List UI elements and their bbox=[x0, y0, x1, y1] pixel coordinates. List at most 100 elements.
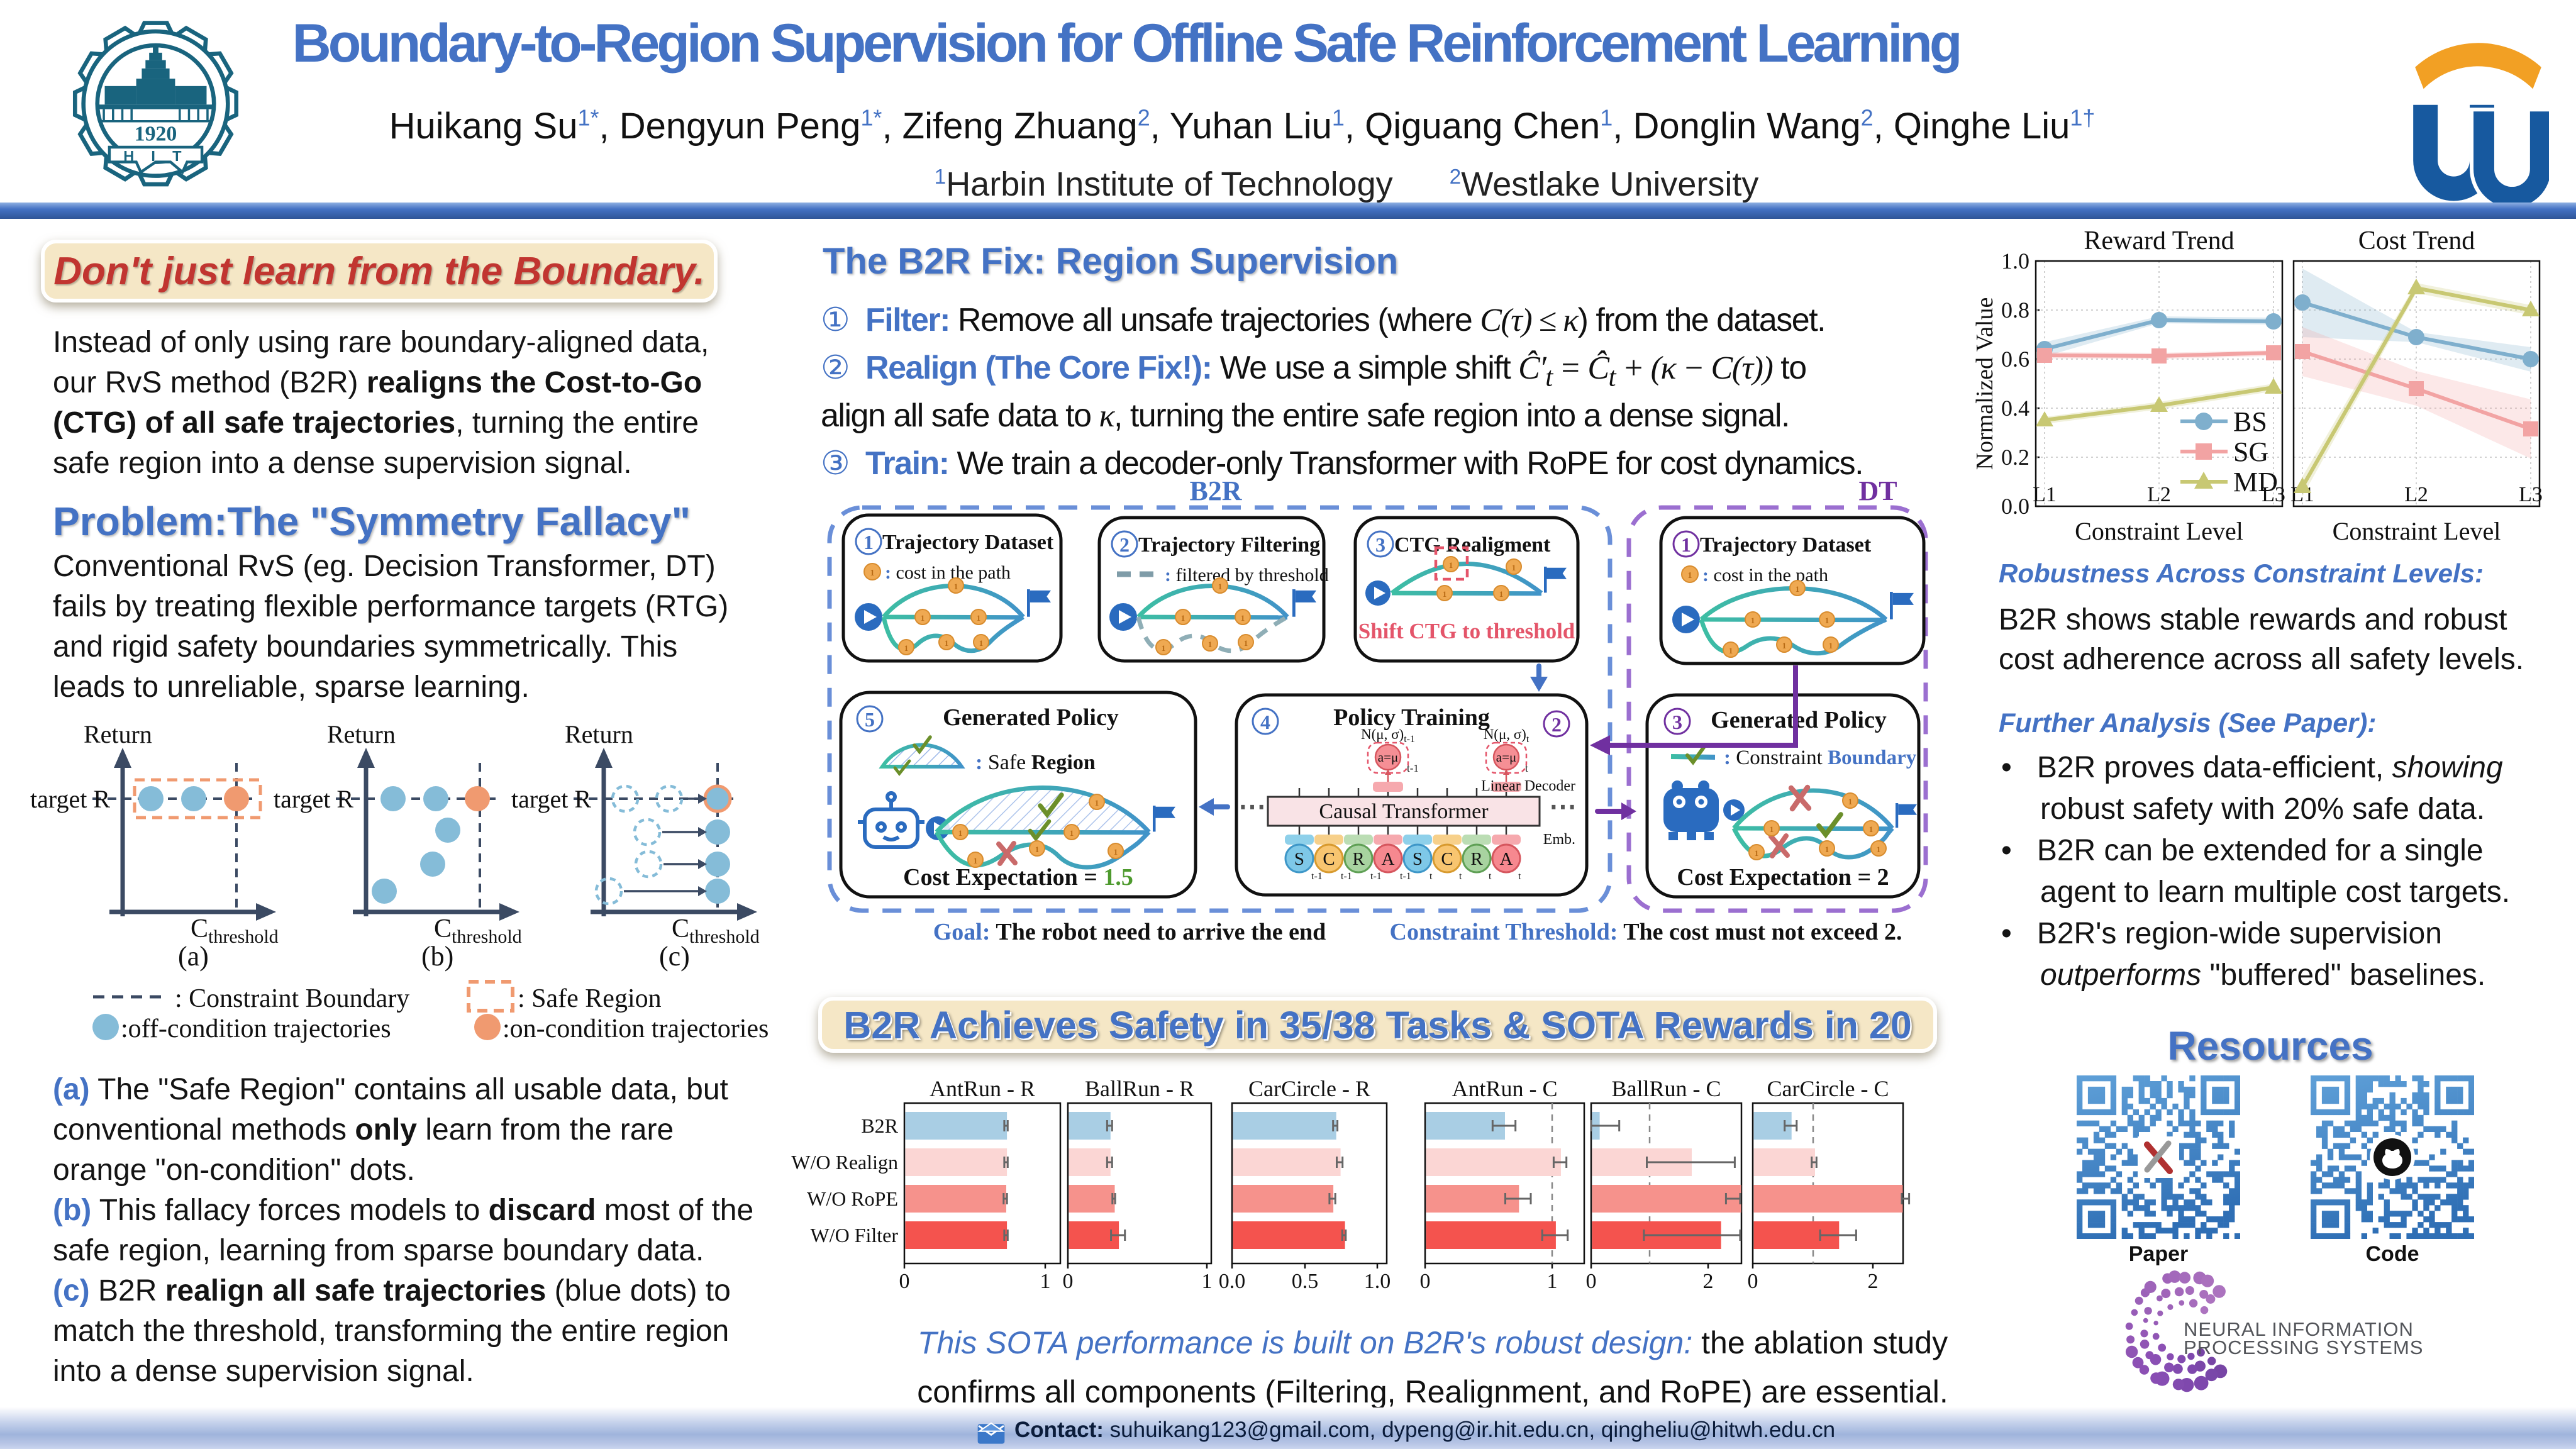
svg-text:Trajectory Filtering: Trajectory Filtering bbox=[1138, 533, 1320, 557]
svg-text:BS: BS bbox=[2233, 406, 2267, 437]
svg-text:1: 1 bbox=[921, 613, 925, 623]
svg-text:W/O Realign: W/O Realign bbox=[791, 1151, 898, 1174]
svg-text:Shift CTG to threshold: Shift CTG to threshold bbox=[1358, 619, 1575, 643]
svg-text:B2R: B2R bbox=[1189, 475, 1242, 506]
svg-text:0.5: 0.5 bbox=[1292, 1270, 1319, 1291]
svg-text:target R: target R bbox=[274, 785, 353, 813]
svg-text:3: 3 bbox=[1672, 711, 1682, 733]
svg-text:AntRun - R: AntRun - R bbox=[930, 1077, 1035, 1101]
svg-text:1: 1 bbox=[1218, 582, 1223, 591]
svg-text:: Constraint Boundary: : Constraint Boundary bbox=[1724, 747, 1917, 769]
svg-text:DT: DT bbox=[1858, 475, 1897, 506]
svg-text:0: 0 bbox=[1420, 1270, 1431, 1291]
svg-text:1: 1 bbox=[1095, 798, 1099, 808]
svg-text:S: S bbox=[1413, 849, 1423, 869]
svg-text:W/O RoPE: W/O RoPE bbox=[807, 1187, 898, 1210]
svg-text:: filtered by threshold: : filtered by threshold bbox=[1165, 565, 1329, 586]
svg-text:Causal Transformer: Causal Transformer bbox=[1319, 800, 1489, 823]
svg-text:L3: L3 bbox=[2262, 483, 2285, 506]
svg-text:Return: Return bbox=[565, 720, 633, 748]
svg-text:R: R bbox=[1352, 849, 1365, 869]
svg-text:Generated Policy: Generated Policy bbox=[1711, 707, 1887, 733]
svg-text:1: 1 bbox=[1751, 616, 1755, 625]
svg-text:: Safe Region: : Safe Region bbox=[975, 751, 1096, 774]
svg-text:1: 1 bbox=[1829, 641, 1833, 650]
svg-text:A: A bbox=[1500, 849, 1513, 869]
svg-text:Emb.: Emb. bbox=[1543, 831, 1575, 848]
svg-text:(a): (a) bbox=[178, 941, 209, 972]
svg-text:N(μ, σ)t: N(μ, σ)t bbox=[1484, 726, 1530, 745]
svg-text:C: C bbox=[1441, 849, 1453, 869]
svg-text:1.0: 1.0 bbox=[2001, 248, 2029, 274]
svg-text:BallRun - C: BallRun - C bbox=[1611, 1077, 1721, 1101]
svg-text:L2: L2 bbox=[2404, 483, 2428, 506]
svg-text:L2: L2 bbox=[2147, 483, 2171, 506]
svg-text:1: 1 bbox=[1181, 613, 1185, 623]
svg-text:2: 2 bbox=[1119, 533, 1130, 556]
svg-text:1: 1 bbox=[1848, 797, 1853, 806]
svg-text:W/O Filter: W/O Filter bbox=[810, 1224, 898, 1246]
svg-text:2: 2 bbox=[1868, 1270, 1879, 1291]
svg-text:1: 1 bbox=[1241, 613, 1245, 623]
svg-text:1: 1 bbox=[1202, 1270, 1213, 1291]
svg-text:Linear Decoder: Linear Decoder bbox=[1481, 778, 1575, 794]
svg-text:0: 0 bbox=[899, 1270, 910, 1291]
svg-text:A: A bbox=[1382, 849, 1395, 869]
svg-text:Cost Expectation = 1.5: Cost Expectation = 1.5 bbox=[903, 864, 1133, 891]
svg-text:H I T: H I T bbox=[123, 148, 188, 164]
svg-text:(b): (b) bbox=[421, 941, 453, 972]
svg-text:Constraint Level: Constraint Level bbox=[2075, 517, 2243, 545]
svg-text:1: 1 bbox=[1770, 824, 1774, 834]
svg-text:S: S bbox=[1294, 849, 1304, 869]
svg-text:1: 1 bbox=[1796, 584, 1800, 594]
svg-text:Cthreshold: Cthreshold bbox=[672, 914, 760, 947]
svg-text:1: 1 bbox=[1040, 1270, 1051, 1291]
svg-text:t-1: t-1 bbox=[1400, 871, 1411, 882]
svg-text:1: 1 bbox=[945, 638, 949, 648]
svg-text:1: 1 bbox=[1244, 638, 1248, 648]
svg-text:t-1: t-1 bbox=[1407, 762, 1419, 774]
svg-text:1: 1 bbox=[1681, 533, 1691, 556]
svg-text:t: t bbox=[1430, 871, 1433, 882]
svg-text:L1: L1 bbox=[2033, 483, 2057, 506]
svg-text:1: 1 bbox=[1035, 845, 1040, 854]
svg-text:0.6: 0.6 bbox=[2001, 347, 2029, 372]
svg-text:: Safe Region: : Safe Region bbox=[518, 984, 662, 1013]
svg-text:Trajectory Dataset: Trajectory Dataset bbox=[882, 531, 1054, 554]
svg-text::off-condition trajectories: :off-condition trajectories bbox=[121, 1014, 391, 1043]
svg-text:⋯: ⋯ bbox=[1549, 791, 1577, 822]
svg-text:Return: Return bbox=[84, 720, 152, 748]
svg-text:t: t bbox=[1525, 762, 1528, 774]
svg-text:1: 1 bbox=[1443, 589, 1447, 599]
svg-text:Cost Trend: Cost Trend bbox=[2358, 231, 2475, 255]
svg-text:MD: MD bbox=[2233, 467, 2278, 497]
svg-text:CarCircle - C: CarCircle - C bbox=[1767, 1077, 1889, 1101]
svg-text:1: 1 bbox=[1755, 848, 1759, 858]
svg-text:1: 1 bbox=[977, 613, 981, 623]
svg-text:2: 2 bbox=[1703, 1270, 1714, 1291]
svg-text:1: 1 bbox=[979, 638, 984, 648]
svg-text:1: 1 bbox=[958, 828, 963, 838]
svg-text:5: 5 bbox=[865, 708, 875, 731]
svg-text:1.0: 1.0 bbox=[1364, 1270, 1391, 1291]
svg-text:: Constraint Boundary: : Constraint Boundary bbox=[175, 984, 409, 1013]
svg-text:NEURAL INFORMATION: NEURAL INFORMATION bbox=[2184, 1318, 2414, 1340]
svg-text:Cost Expectation = 2: Cost Expectation = 2 bbox=[1677, 864, 1889, 891]
svg-text:1: 1 bbox=[870, 569, 875, 578]
svg-text:1: 1 bbox=[1208, 640, 1213, 649]
svg-text::on-condition trajectories: :on-condition trajectories bbox=[502, 1014, 769, 1043]
svg-text:t: t bbox=[1489, 871, 1492, 882]
svg-text:0.0: 0.0 bbox=[2001, 494, 2029, 519]
svg-text:a=μ: a=μ bbox=[1496, 750, 1516, 765]
svg-text:3: 3 bbox=[1375, 533, 1385, 556]
svg-text:PROCESSING SYSTEMS: PROCESSING SYSTEMS bbox=[2184, 1336, 2423, 1358]
svg-text:1: 1 bbox=[1499, 589, 1504, 599]
svg-text:t: t bbox=[1518, 871, 1521, 882]
svg-text:1: 1 bbox=[1825, 845, 1829, 854]
svg-text:⋯: ⋯ bbox=[1238, 791, 1266, 822]
svg-text:B2R: B2R bbox=[861, 1114, 898, 1137]
svg-text:: cost in the path: : cost in the path bbox=[1702, 565, 1828, 586]
svg-text:Reward Trend: Reward Trend bbox=[2084, 231, 2234, 255]
svg-text:1: 1 bbox=[974, 856, 978, 865]
svg-text:1: 1 bbox=[1825, 616, 1829, 625]
